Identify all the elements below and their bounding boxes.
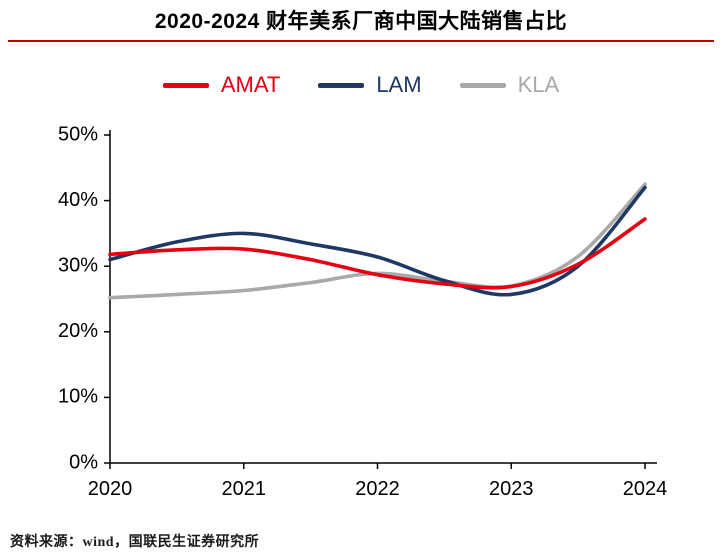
legend-swatch-kla — [459, 82, 506, 88]
legend-item-kla: KLA — [459, 72, 560, 98]
y-tick-label: 20% — [58, 320, 98, 342]
chart-title: 2020-2024 财年美系厂商中国大陆销售占比 — [154, 10, 568, 33]
legend-swatch-amat — [162, 82, 209, 88]
title-divider-line — [8, 40, 714, 42]
x-tick-label: 2020 — [88, 478, 133, 500]
series-line-lam — [108, 185, 647, 297]
y-tick-label: 0% — [69, 451, 98, 473]
chart-legend: AMAT LAM KLA — [0, 72, 722, 98]
legend-label-kla: KLA — [517, 72, 560, 97]
y-tick-label: 10% — [58, 386, 98, 408]
y-tick-label: 30% — [58, 254, 98, 276]
x-tick-label: 2024 — [623, 478, 668, 500]
source-note: 资料来源：wind，国联民生证券研究所 — [10, 535, 260, 550]
legend-swatch-lam — [318, 82, 365, 88]
x-tick-label: 2022 — [355, 478, 400, 500]
legend-label-amat: AMAT — [220, 72, 281, 97]
x-tick-label: 2021 — [222, 478, 267, 500]
series-line-amat — [108, 217, 647, 290]
legend-item-amat: AMAT — [162, 72, 281, 98]
x-tick-label: 2023 — [489, 478, 534, 500]
legend-item-lam: LAM — [318, 72, 422, 98]
y-tick-label: 50% — [58, 123, 98, 145]
line-chart: 0% 10% 20% 30% 40% 50% 2020 2021 2022 2023 2024 — [58, 123, 668, 500]
legend-label-lam: LAM — [376, 72, 422, 97]
y-tick-label: 40% — [58, 189, 98, 211]
